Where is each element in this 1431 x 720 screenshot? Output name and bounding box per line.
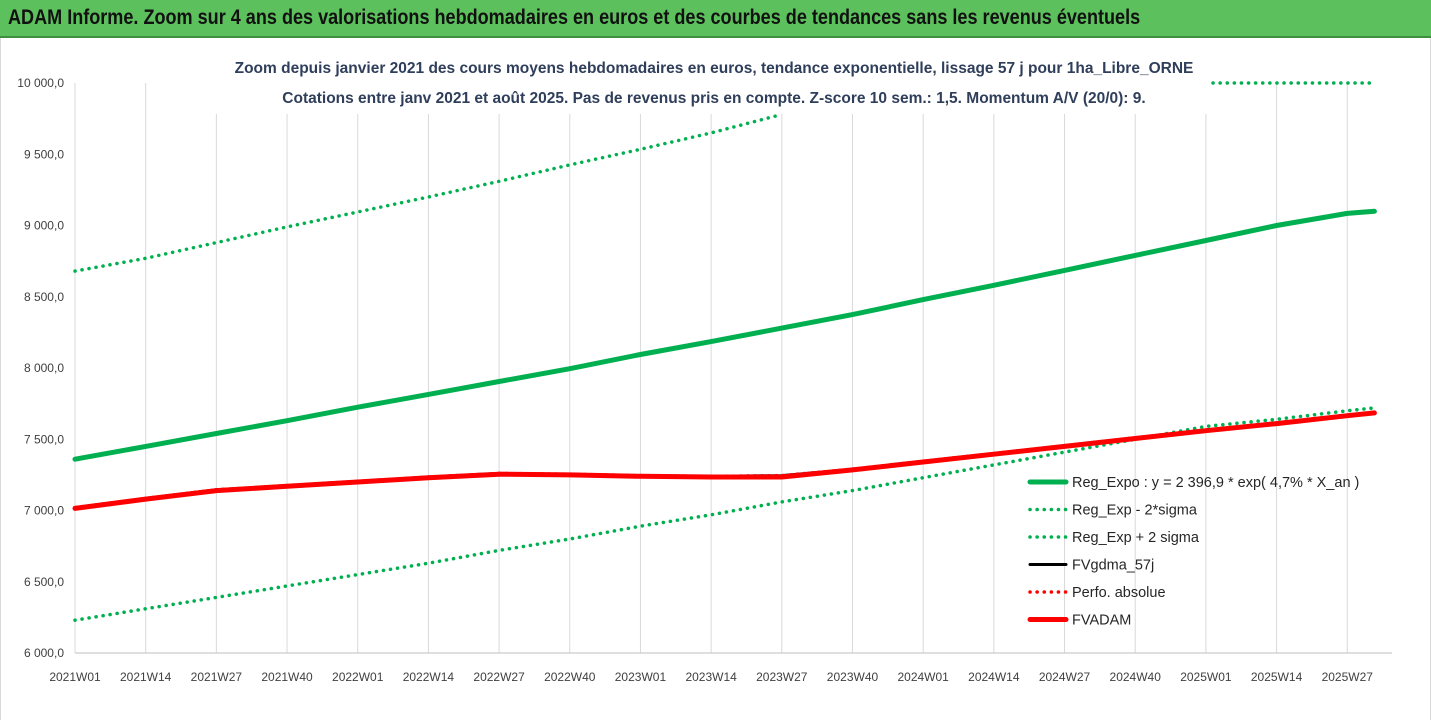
grid-layer (74, 83, 1392, 654)
x-tick-label: 2024W27 (1039, 670, 1091, 684)
x-tick-label: 2024W01 (897, 670, 949, 684)
legend-label: Reg_Exp - 2*sigma (1072, 503, 1198, 519)
x-tick-label: 2022W01 (332, 670, 384, 684)
x-tick-label: 2025W14 (1251, 670, 1303, 684)
header-banner: ADAM Informe. Zoom sur 4 ans des valoris… (0, 0, 1431, 38)
x-tick-label: 2025W27 (1322, 670, 1374, 684)
series-line-3 (73, 411, 1376, 510)
legend-label: Perfo. absolue (1072, 585, 1166, 601)
x-tick-label: 2023W27 (756, 670, 808, 684)
x-tick-label: 2025W01 (1180, 670, 1232, 684)
legend-label: Reg_Exp + 2 sigma (1072, 530, 1200, 546)
series-line-5 (72, 410, 1377, 511)
x-tick-label: 2024W40 (1110, 670, 1162, 684)
x-tick-label: 2024W14 (968, 670, 1020, 684)
x-tick-label: 2021W27 (191, 670, 243, 684)
x-tick-label: 2023W14 (685, 670, 737, 684)
x-tick-label: 2022W40 (544, 670, 596, 684)
chart-subtitle-line-1: Zoom depuis janvier 2021 des cours moyen… (235, 60, 1194, 77)
series-line-1 (73, 406, 1377, 622)
y-tick-label: 8 000,0 (24, 361, 64, 375)
page-title: ADAM Informe. Zoom sur 4 ans des valoris… (8, 6, 1141, 29)
y-tick-label: 9 500,0 (24, 147, 64, 161)
subtitle-background (200, 52, 1210, 114)
legend-label: FVgdma_57j (1072, 558, 1154, 574)
y-tick-label: 9 000,0 (24, 219, 64, 233)
legend: Reg_Expo : y = 2 396,9 * exp( 4,7% * X_a… (1027, 475, 1359, 629)
x-tick-label: 2023W40 (827, 670, 879, 684)
y-tick-label: 8 500,0 (24, 290, 64, 304)
y-tick-label: 7 000,0 (24, 504, 64, 518)
series-line-2 (73, 81, 1377, 273)
y-tick-label: 7 500,0 (24, 432, 64, 446)
y-tick-label: 10 000,0 (17, 76, 64, 90)
x-axis-ticks: 2021W01 2021W14 2021W27 2021W40 2022W01 2022W… (49, 670, 1373, 684)
legend-label: FVADAM (1072, 613, 1131, 629)
x-tick-label: 2021W01 (49, 670, 101, 684)
x-tick-label: 2022W27 (473, 670, 525, 684)
y-tick-label: 6 000,0 (24, 646, 64, 660)
x-tick-label: 2023W01 (615, 670, 667, 684)
chart-subtitle-line-2: Cotations entre janv 2021 et août 2025. … (282, 90, 1145, 107)
legend-label: Reg_Expo : y = 2 396,9 * exp( 4,7% * X_a… (1072, 475, 1359, 491)
series-layer (72, 81, 1377, 622)
x-tick-label: 2022W14 (403, 670, 455, 684)
y-tick-label: 6 500,0 (24, 575, 64, 589)
series-line-0 (72, 208, 1377, 462)
series-line-4 (73, 411, 1377, 510)
y-axis-ticks: 10 000,0 9 500,0 9 000,0 8 500,0 8 000,0 7 50… (17, 76, 64, 660)
x-tick-label: 2021W14 (120, 670, 172, 684)
x-tick-label: 2021W40 (261, 670, 313, 684)
